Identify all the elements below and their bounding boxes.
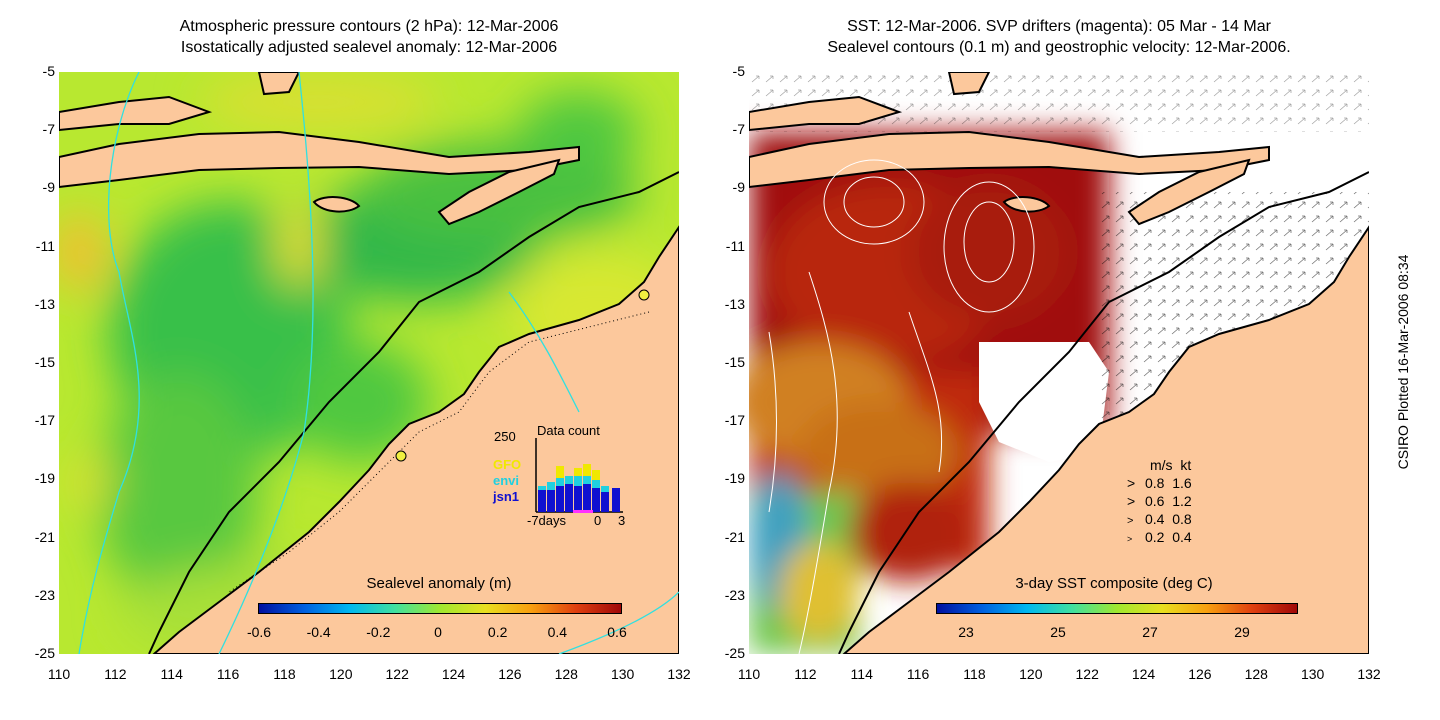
- inset-ymax-label: 250: [494, 429, 516, 444]
- sealevel-map: [59, 72, 679, 654]
- left-title: Atmospheric pressure contours (2 hPa): 1…: [59, 16, 679, 58]
- x-tick-label: 110: [737, 666, 761, 682]
- left-title-line2: Isostatically adjusted sealevel anomaly:…: [180, 39, 558, 56]
- y-tick-label: -5: [732, 63, 745, 79]
- y-tick-label: -25: [724, 645, 745, 661]
- x-tick-label: 130: [610, 666, 635, 682]
- inset-xlabel-start: -7days: [527, 513, 567, 528]
- colorbar-tick-label: -0.2: [366, 624, 391, 640]
- y-tick-label: -15: [724, 354, 745, 370]
- y-tick-label: -11: [725, 237, 745, 254]
- x-tick-label: 114: [850, 666, 873, 682]
- colorbar-tick-label: 29: [1234, 624, 1250, 640]
- x-tick-label: 116: [216, 666, 240, 682]
- vector-legend-row: >0.8 1.6: [1127, 475, 1192, 491]
- y-tick-label: -21: [34, 528, 55, 545]
- right-colorbar-label: 3-day SST composite (deg C): [1015, 575, 1213, 592]
- x-tick-label: 130: [1300, 666, 1325, 682]
- inset-title: Data count: [537, 423, 600, 438]
- y-tick-label: -7: [42, 121, 55, 138]
- y-tick-label: -17: [724, 412, 745, 429]
- x-tick-label: 110: [47, 666, 71, 682]
- left-title-line1: Atmospheric pressure contours (2 hPa): 1…: [179, 18, 559, 35]
- right-colorbar: [936, 603, 1298, 614]
- x-tick-label: 112: [794, 666, 817, 682]
- y-tick-label: -21: [724, 528, 745, 545]
- x-tick-label: 116: [906, 666, 930, 682]
- inset-legend-envi: envi: [493, 473, 520, 488]
- x-tick-label: 124: [1131, 666, 1156, 682]
- colorbar-tick-label: 0: [434, 624, 442, 640]
- x-tick-label: 124: [441, 666, 466, 682]
- left-colorbar-label: Sealevel anomaly (m): [366, 575, 512, 592]
- colorbar-tick-label: 0.6: [607, 624, 627, 640]
- inset-xlabel-zero: 0: [594, 513, 602, 528]
- left-colorbar: [258, 603, 622, 614]
- y-tick-label: -9: [732, 179, 745, 196]
- x-tick-label: 114: [160, 666, 183, 682]
- x-tick-label: 120: [1019, 666, 1043, 682]
- data-count-histogram: [535, 438, 623, 513]
- vector-legend-row: >0.4 0.8: [1127, 511, 1192, 527]
- y-tick-label: -11: [35, 237, 55, 254]
- y-tick-label: -13: [34, 295, 55, 312]
- colorbar-tick-label: -0.4: [306, 624, 331, 640]
- x-tick-label: 126: [1188, 666, 1212, 682]
- y-tick-label: -19: [724, 470, 745, 487]
- y-tick-label: -7: [732, 121, 745, 138]
- vector-legend-header-kt: kt: [1180, 457, 1192, 473]
- x-tick-label: 132: [667, 666, 691, 682]
- x-tick-label: 128: [1244, 666, 1268, 682]
- colorbar-tick-label: 0.4: [547, 624, 568, 640]
- right-title-line2: Sealevel contours (0.1 m) and geostrophi…: [827, 39, 1291, 56]
- x-tick-label: 118: [273, 666, 296, 682]
- inset-legend-jsn1: jsn1: [493, 489, 520, 504]
- vector-legend-row: >0.6 1.2: [1127, 493, 1192, 509]
- sst-map: [749, 72, 1369, 654]
- x-tick-label: 122: [385, 666, 409, 682]
- y-tick-label: -23: [34, 586, 55, 603]
- x-tick-label: 118: [963, 666, 986, 682]
- colorbar-tick-label: 25: [1050, 624, 1066, 640]
- x-tick-label: 122: [1075, 666, 1099, 682]
- vector-legend-header-ms: m/s: [1150, 457, 1173, 473]
- colorbar-tick-label: 27: [1142, 624, 1158, 640]
- inset-xlabel-end: 3: [618, 513, 626, 528]
- plotted-timestamp: CSIRO Plotted 16-Mar-2006 08:34: [1395, 254, 1411, 470]
- x-tick-label: 128: [554, 666, 578, 682]
- y-tick-label: -17: [34, 412, 55, 429]
- vector-legend-row: >0.2 0.4: [1127, 529, 1192, 545]
- colorbar-tick-label: -0.6: [246, 624, 272, 640]
- right-title-line1: SST: 12-Mar-2006. SVP drifters (magenta)…: [847, 18, 1271, 35]
- right-title: SST: 12-Mar-2006. SVP drifters (magenta)…: [749, 16, 1369, 58]
- y-tick-label: -23: [724, 586, 745, 603]
- x-tick-label: 112: [104, 666, 127, 682]
- x-tick-label: 120: [329, 666, 353, 682]
- colorbar-tick-label: 23: [958, 624, 974, 640]
- y-tick-label: -5: [42, 63, 55, 79]
- y-tick-label: -25: [34, 645, 55, 661]
- y-tick-label: -13: [724, 295, 745, 312]
- inset-legend-gfo: GFO: [493, 457, 522, 472]
- y-tick-label: -19: [34, 470, 55, 487]
- x-tick-label: 132: [1357, 666, 1381, 682]
- y-tick-label: -15: [34, 354, 55, 370]
- y-tick-label: -9: [42, 179, 55, 196]
- x-tick-label: 126: [498, 666, 522, 682]
- vector-legend-header: m/s kt: [1150, 457, 1191, 473]
- colorbar-tick-label: 0.2: [487, 624, 508, 640]
